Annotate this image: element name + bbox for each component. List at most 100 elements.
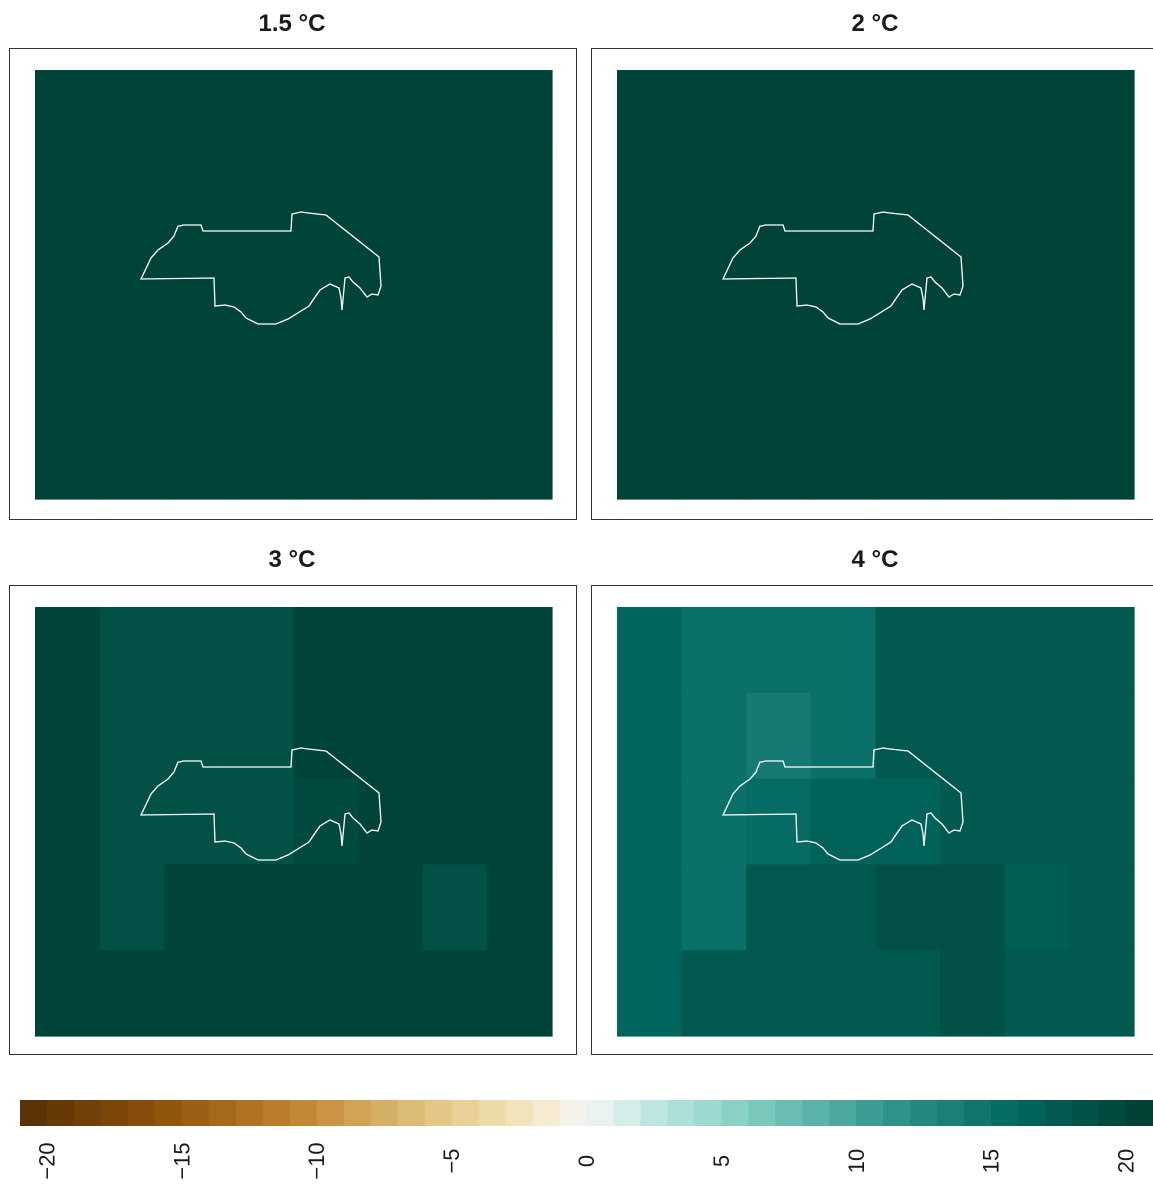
cell-p2-r2-c3 <box>810 241 877 328</box>
panel-title-3: 3 °C <box>268 546 316 573</box>
colorbar-swatch-23 <box>640 1100 668 1126</box>
cell-p4-r4-c5 <box>940 950 1006 1037</box>
cell-p1-r0-c6 <box>422 70 488 157</box>
cell-p2-r1-c7 <box>1069 155 1135 243</box>
cell-p1-r2-c5 <box>358 241 424 328</box>
cell-p3-r1-c6 <box>422 692 488 780</box>
cell-p3-r4-c7 <box>487 950 553 1037</box>
colorbar-swatch-12 <box>343 1100 372 1126</box>
cell-p2-r2-c5 <box>940 241 1006 328</box>
cell-p3-r3-c2 <box>164 864 230 951</box>
cell-p4-r3-c3 <box>810 864 877 951</box>
cell-p4-r3-c0 <box>617 864 683 951</box>
cell-p2-r1-c2 <box>746 155 812 243</box>
cell-p3-r4-c4 <box>293 950 359 1037</box>
cell-p4-r2-c2 <box>746 778 812 865</box>
cell-p2-r0-c0 <box>617 70 683 157</box>
cell-p4-r2-c5 <box>940 778 1006 865</box>
cell-p1-r1-c2 <box>164 155 230 243</box>
cell-p1-r3-c7 <box>487 327 553 414</box>
cell-p1-r2-c0 <box>35 241 101 328</box>
cell-p4-r2-c0 <box>617 778 683 865</box>
colorbar-swatch-14 <box>397 1100 426 1126</box>
cell-p1-r2-c2 <box>164 241 230 328</box>
colorbar-swatch-20 <box>559 1100 587 1126</box>
colorbar-tick-label: 10 <box>844 1149 869 1173</box>
colorbar-swatch-40 <box>1099 1100 1127 1126</box>
colorbar-tick-label: 20 <box>1114 1149 1139 1173</box>
colorbar-tick-label: 0 <box>574 1155 599 1167</box>
cell-p4-r1-c4 <box>875 692 941 780</box>
colorbar-swatch-35 <box>964 1100 992 1126</box>
cell-p2-r3-c4 <box>875 327 941 414</box>
cell-p1-r2-c7 <box>487 241 553 328</box>
cell-p4-r3-c2 <box>746 864 812 951</box>
colorbar-swatch-17 <box>478 1100 507 1126</box>
cell-p2-r0-c5 <box>940 70 1006 157</box>
cell-p4-r4-c0 <box>617 950 683 1037</box>
colorbar-swatch-32 <box>883 1100 911 1126</box>
cell-p1-r0-c1 <box>99 70 165 157</box>
cell-p2-r3-c2 <box>746 327 812 414</box>
cell-p2-r4-c6 <box>1004 413 1070 500</box>
cell-p2-r0-c4 <box>875 70 941 157</box>
cell-p2-r2-c2 <box>746 241 812 328</box>
cell-p2-r4-c1 <box>681 413 747 500</box>
heatmap-4 <box>617 607 1135 1037</box>
cell-p2-r2-c1 <box>681 241 747 328</box>
cell-p4-r4-c1 <box>681 950 747 1037</box>
colorbar-swatch-38 <box>1045 1100 1073 1126</box>
cell-p3-r0-c4 <box>293 607 359 694</box>
cell-p1-r1-c3 <box>228 155 295 243</box>
colorbar-swatch-28 <box>775 1100 803 1126</box>
colorbar-tick-label: −20 <box>35 1142 60 1179</box>
region-outline-4 <box>721 747 964 861</box>
cell-p3-r1-c2 <box>164 692 230 780</box>
cell-p3-r1-c5 <box>358 692 424 780</box>
cell-p4-r0-c5 <box>940 607 1006 694</box>
cell-p1-r4-c5 <box>358 413 424 500</box>
colorbar-swatch-36 <box>991 1100 1019 1126</box>
colorbar-swatch-22 <box>613 1100 641 1126</box>
cell-p3-r3-c6 <box>422 864 488 951</box>
cell-p3-r0-c5 <box>358 607 424 694</box>
cell-p2-r1-c1 <box>681 155 747 243</box>
colorbar-swatch-1 <box>46 1100 75 1126</box>
cell-p1-r3-c3 <box>228 327 295 414</box>
cell-p4-r1-c2 <box>746 692 812 780</box>
cell-p3-r0-c2 <box>164 607 230 694</box>
cell-p2-r0-c7 <box>1069 70 1135 157</box>
cell-p1-r2-c3 <box>228 241 295 328</box>
cell-p1-r4-c4 <box>293 413 359 500</box>
cell-p4-r0-c3 <box>810 607 877 694</box>
colorbar-tick-label: −15 <box>169 1142 194 1179</box>
cell-p3-r4-c2 <box>164 950 230 1037</box>
cell-p4-r2-c1 <box>681 778 747 865</box>
colorbar-swatch-11 <box>316 1100 345 1126</box>
cell-p2-r0-c6 <box>1004 70 1070 157</box>
cell-p2-r1-c3 <box>810 155 877 243</box>
cell-p2-r4-c7 <box>1069 413 1135 500</box>
map-frame-4 <box>591 585 1153 1055</box>
cell-p1-r1-c7 <box>487 155 553 243</box>
region-outline-2 <box>721 211 964 325</box>
cell-p1-r0-c5 <box>358 70 424 157</box>
cell-p1-r0-c2 <box>164 70 230 157</box>
cell-p4-r1-c3 <box>810 692 877 780</box>
cell-p3-r1-c4 <box>293 692 359 780</box>
cell-p3-r2-c6 <box>422 778 488 865</box>
colorbar-tick-label: −5 <box>439 1148 464 1173</box>
colorbar-swatch-21 <box>586 1100 614 1126</box>
cell-p3-r4-c6 <box>422 950 488 1037</box>
cell-p2-r0-c1 <box>681 70 747 157</box>
colorbar-swatch-18 <box>505 1100 534 1126</box>
cell-p2-r1-c0 <box>617 155 683 243</box>
cell-p1-r1-c4 <box>293 155 359 243</box>
cell-p4-r3-c5 <box>940 864 1006 951</box>
cell-p4-r0-c4 <box>875 607 941 694</box>
cell-p1-r4-c0 <box>35 413 101 500</box>
heatmap-2 <box>617 70 1135 500</box>
cell-p1-r2-c1 <box>99 241 165 328</box>
cell-p2-r1-c4 <box>875 155 941 243</box>
cell-p1-r4-c3 <box>228 413 295 500</box>
